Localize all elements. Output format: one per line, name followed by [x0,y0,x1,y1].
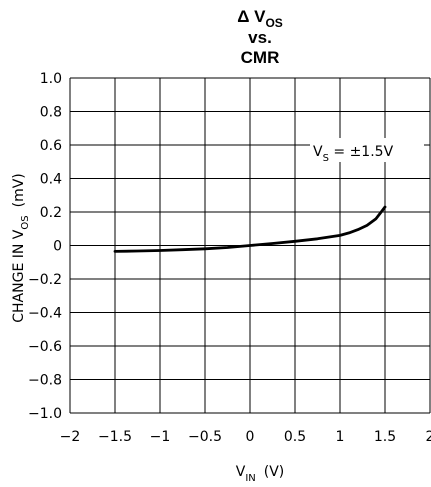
y-tick-label: −1.0 [28,406,62,422]
y-tick-label: 0.8 [40,105,62,121]
y-tick-label: 0.6 [40,138,62,154]
y-tick-label: 0.4 [40,172,62,188]
y-tick-label: −0.6 [28,339,62,355]
annotation: VS = ±1.5V [310,138,424,164]
x-tick-label: −2 [60,429,81,445]
x-axis-label: VIN (V) [236,464,285,484]
y-tick-label: 0.2 [40,205,62,221]
y-tick-label: −0.8 [28,373,62,389]
y-tick-label: −0.2 [28,272,62,288]
x-tick-label: −1.5 [98,429,132,445]
x-tick-labels: −2 −1.5 −1 −0.5 0 0.5 1 1.5 2 [60,429,431,445]
y-tick-label: 1.0 [40,71,62,87]
title-line-1: Δ VOS [237,7,283,30]
title-line-3: CMR [241,48,280,67]
y-tick-label: 0 [53,239,62,255]
x-tick-label: 1.5 [374,429,396,445]
x-tick-label: 2 [426,429,431,445]
x-tick-label: −0.5 [188,429,222,445]
x-tick-label: 1 [336,429,345,445]
y-tick-label: −0.4 [28,306,62,322]
series-line [113,205,387,253]
annotation-background [310,138,424,162]
title-line-2: vs. [248,28,272,47]
y-tick-labels: 1.0 0.8 0.6 0.4 0.2 0 −0.2 −0.4 −0.6 −0.8 −1.0 [28,71,62,422]
y-axis-label: CHANGE IN VOS(mV) [11,173,31,323]
grid [69,77,431,414]
x-tick-label: −1 [150,429,171,445]
x-tick-label: 0.5 [284,429,306,445]
chart-title: Δ VOS vs. CMR [237,7,283,67]
annotation-text: VS = ±1.5V [313,144,394,164]
x-tick-label: 0 [246,429,255,445]
